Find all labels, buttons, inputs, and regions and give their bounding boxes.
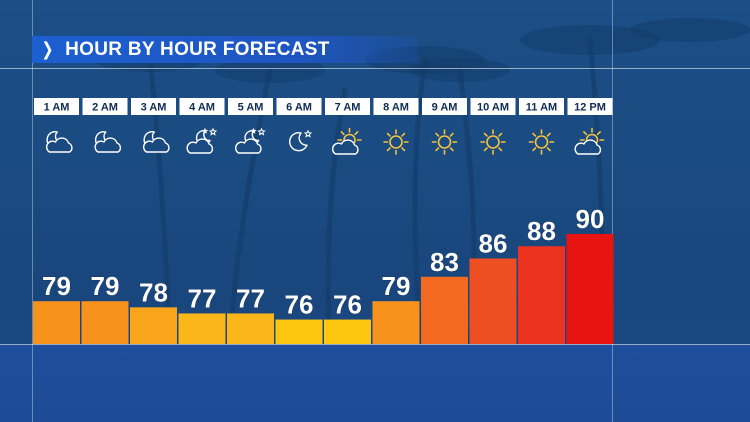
hour-label: 10 AM <box>470 98 516 115</box>
hour-label-box <box>131 98 176 115</box>
hour-label-text: 10 AM <box>477 102 509 114</box>
hour-label: 8 AM <box>373 98 419 115</box>
hour-label-box <box>470 98 516 115</box>
hour-label-box <box>422 98 467 115</box>
temperature-value: 88 <box>527 216 556 246</box>
temperature-bar <box>518 246 565 344</box>
bottom-panel <box>0 345 750 422</box>
moon-stars-icon <box>289 129 313 152</box>
hour-label-box <box>82 98 128 115</box>
sun-cloud-icon <box>331 127 362 155</box>
sun-icon <box>480 129 506 155</box>
hour-label: 9 AM <box>422 98 467 115</box>
hour-label: 2 AM <box>82 98 128 115</box>
temperature-value: 76 <box>285 290 314 320</box>
hour-label-text: 6 AM <box>286 102 312 114</box>
chevron-right-icon: ❯ <box>41 39 54 59</box>
temperature-bar <box>275 319 323 344</box>
frame-line-left <box>32 0 33 422</box>
hour-label-text: 9 AM <box>432 102 458 114</box>
temperature-value: 77 <box>236 283 265 313</box>
temperature-bar <box>178 313 226 344</box>
sun-icon <box>528 129 555 155</box>
hour-label-box <box>228 98 273 115</box>
hour-label-text: 5 AM <box>238 102 264 114</box>
temperature-value: 79 <box>91 271 120 301</box>
hour-label: 4 AM <box>179 98 225 115</box>
temperature-bar <box>566 234 614 344</box>
moon-stars-cloud-icon <box>186 127 218 154</box>
temperature-bar <box>33 301 80 344</box>
hour-label: 11 AM <box>519 98 564 115</box>
temperature-value: 83 <box>430 247 459 277</box>
temperature-bar <box>227 313 274 344</box>
hour-label: 5 AM <box>228 98 273 115</box>
hour-label-box <box>34 98 79 115</box>
temperature-value: 77 <box>188 283 217 313</box>
temperature-value: 79 <box>382 271 411 301</box>
temperature-bar <box>324 319 371 344</box>
hour-label-box <box>519 98 564 115</box>
hour-label-text: 7 AM <box>335 102 361 114</box>
hour-label-box <box>373 98 419 115</box>
hour-label: 1 AM <box>34 98 79 115</box>
hour-label-text: 11 AM <box>526 102 557 114</box>
hour-label-box <box>325 98 370 115</box>
temperature-value: 78 <box>139 277 168 307</box>
hour-label-box <box>179 98 225 115</box>
page-title: HOUR BY HOUR FORECAST <box>65 38 330 60</box>
frame-line-bottom <box>0 344 750 345</box>
temperature-value: 79 <box>42 271 71 301</box>
temperature-value: 86 <box>479 228 508 258</box>
moon-cloud-icon <box>94 131 122 153</box>
temperature-bar <box>81 301 129 344</box>
hour-label: 12 PM <box>567 98 613 115</box>
hour-label: 7 AM <box>325 98 370 115</box>
sun-icon <box>383 129 409 155</box>
temperature-bar <box>130 307 177 344</box>
hour-label-text: 12 PM <box>574 102 606 114</box>
sun-icon <box>431 129 458 155</box>
temperature-bar <box>372 301 420 344</box>
moon-cloud-icon <box>45 131 73 153</box>
temperature-bar <box>421 276 468 344</box>
moon-cloud-icon <box>142 131 170 153</box>
hour-label-text: 2 AM <box>92 102 118 114</box>
hour-label-text: 4 AM <box>189 102 215 114</box>
hour-label-text: 8 AM <box>383 102 409 114</box>
hour-label-box <box>567 98 613 115</box>
hour-label-text: 1 AM <box>44 102 70 114</box>
sun-cloud-icon <box>574 127 605 155</box>
hour-label-text: 3 AM <box>141 102 167 114</box>
frame-line-top <box>0 68 750 69</box>
temperature-value: 76 <box>333 290 362 320</box>
hour-label-box <box>276 98 322 115</box>
hour-label: 6 AM <box>276 98 322 115</box>
temperature-bar <box>469 258 517 344</box>
title-bar: ❯ HOUR BY HOUR FORECAST <box>32 36 418 63</box>
moon-stars-cloud-icon <box>234 127 266 154</box>
frame-line-right <box>612 0 613 422</box>
temperature-value: 90 <box>576 204 605 234</box>
hour-label: 3 AM <box>131 98 176 115</box>
